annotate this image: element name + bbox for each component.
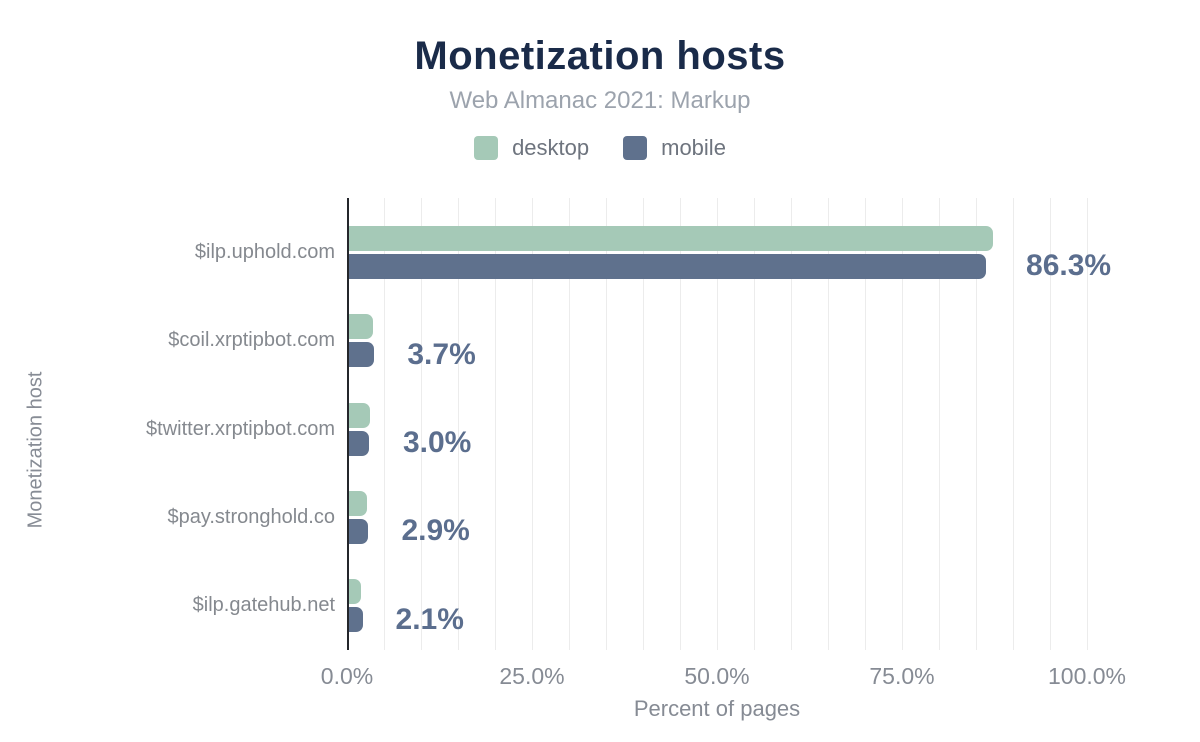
gridline <box>939 198 940 650</box>
gridline <box>1013 198 1014 650</box>
desktop-bar <box>347 225 994 251</box>
mobile-bar <box>347 342 375 368</box>
gridline <box>1087 198 1088 650</box>
gridline <box>976 198 977 650</box>
bar-value-label: 3.7% <box>407 337 476 371</box>
legend-label-mobile: mobile <box>661 135 726 160</box>
x-axis-ticks: 0.0% 25.0% 50.0% 75.0% 100.0% <box>321 662 1170 690</box>
mobile-bar <box>347 518 369 544</box>
bar-row: 2.9% <box>347 473 1170 561</box>
desktop-bar <box>347 490 367 516</box>
gridline <box>643 198 644 650</box>
gridline <box>680 198 681 650</box>
bar-value-label: 2.1% <box>395 602 464 636</box>
gridline <box>495 198 496 650</box>
category-label: $pay.stronghold.co <box>167 505 335 528</box>
chart-body: Monetization host $ilp.uphold.com $coil.x… <box>0 198 1200 722</box>
mobile-bar <box>347 430 370 456</box>
desktop-bar <box>347 579 362 605</box>
plot-area: 86.3% 3.7% 3.0% 2.9% 2.1% <box>347 198 1170 650</box>
gridline <box>458 198 459 650</box>
bar-row: 3.7% <box>347 296 1170 384</box>
bar-row: 3.0% <box>347 385 1170 473</box>
x-tick-label: 25.0% <box>499 663 565 689</box>
bar-value-label: 2.9% <box>401 514 470 548</box>
x-tick-label: 100.0% <box>1047 663 1127 689</box>
legend-swatch-mobile <box>623 136 648 160</box>
legend-swatch-desktop <box>474 136 499 160</box>
mobile-bar <box>347 607 363 633</box>
gridline <box>532 198 533 650</box>
y-axis-line <box>347 198 349 650</box>
category-label: $ilp.uphold.com <box>194 240 335 263</box>
desktop-bar <box>347 402 370 428</box>
gridline <box>384 198 385 650</box>
legend-item-desktop: desktop <box>474 135 589 161</box>
gridline <box>421 198 422 650</box>
gridline <box>606 198 607 650</box>
mobile-bar <box>347 253 986 279</box>
bar-value-label: 3.0% <box>402 426 472 460</box>
x-tick-label: 0.0% <box>320 663 374 689</box>
gridline <box>791 198 792 650</box>
desktop-bar <box>347 314 373 340</box>
bar-row: 2.1% <box>347 562 1170 650</box>
bar-value-label: 86.3% <box>1026 249 1112 283</box>
gridline <box>902 198 903 650</box>
gridline <box>754 198 755 650</box>
gridline <box>717 198 718 650</box>
chart-subtitle: Web Almanac 2021: Markup <box>449 87 751 114</box>
bar-row: 86.3% <box>347 208 1170 296</box>
category-labels: $ilp.uphold.com $coil.xrptipbot.com $twitt… <box>0 198 335 650</box>
legend-item-mobile: mobile <box>623 135 726 161</box>
x-tick-label: 50.0% <box>684 663 750 689</box>
gridline <box>569 198 570 650</box>
legend: desktop mobile <box>0 135 1200 161</box>
x-axis-title: Percent of pages <box>633 696 801 721</box>
gridline <box>828 198 829 650</box>
category-label: $coil.xrptipbot.com <box>168 329 335 352</box>
x-tick-label: 75.0% <box>869 663 935 689</box>
legend-label-desktop: desktop <box>512 135 590 160</box>
bar-rows: 86.3% 3.7% 3.0% 2.9% 2.1% <box>347 198 1170 650</box>
category-label: $twitter.xrptipbot.com <box>146 417 335 440</box>
category-label: $ilp.gatehub.net <box>192 594 335 617</box>
page-title: Monetization hosts <box>414 34 786 78</box>
gridline <box>1050 198 1051 650</box>
gridline <box>865 198 866 650</box>
